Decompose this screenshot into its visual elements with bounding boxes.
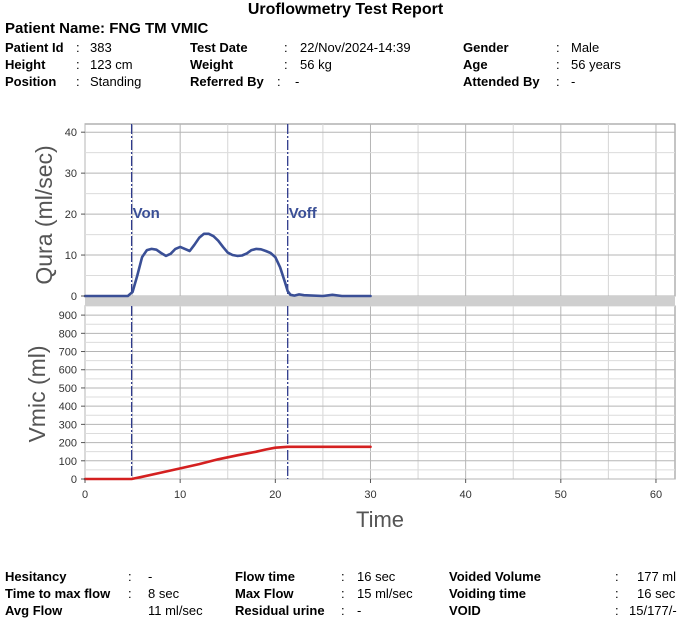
separator: :	[76, 74, 80, 89]
x-tick-label: 40	[460, 489, 472, 501]
label-layer: Qura (ml/sec) Vmic (ml) Time	[24, 145, 404, 532]
flow-time-label: Flow time	[235, 569, 295, 584]
voiding-time-label: Voiding time	[449, 586, 527, 601]
y-tick-label: 400	[59, 401, 77, 413]
residual-urine-value: -	[357, 603, 362, 618]
panel-frame	[84, 123, 676, 297]
y-tick-label: 30	[65, 168, 77, 180]
separator: :	[615, 603, 619, 618]
separator: :	[277, 74, 281, 89]
patient-name: Patient Name: FNG TM VMIC	[5, 20, 209, 37]
separator: :	[556, 57, 560, 72]
void-value: 15/177/-	[629, 603, 677, 618]
avg-flow-value: 11 ml/sec	[148, 603, 203, 618]
max-flow-label: Max Flow	[235, 586, 294, 601]
y-tick-label: 20	[65, 209, 77, 221]
height-value: 123 cm	[90, 57, 133, 72]
separator: :	[76, 40, 80, 55]
y-tick-label: 700	[59, 347, 77, 359]
voiding-time-value: 16 sec	[637, 586, 676, 601]
y-tick-label: 900	[59, 310, 77, 322]
panel-frame	[84, 305, 676, 480]
attended-by-label: Attended By	[463, 74, 540, 89]
max-flow-value: 15 ml/sec	[357, 586, 413, 601]
void-label: VOID	[449, 603, 481, 618]
referred-by-label: Referred By	[190, 74, 264, 89]
y-tick-label: 100	[59, 456, 77, 468]
patient-id-value: 383	[90, 40, 112, 55]
y-tick-label: 500	[59, 383, 77, 395]
y-tick-label: 600	[59, 365, 77, 377]
y-tick-label: 0	[71, 291, 77, 303]
separator: :	[615, 569, 619, 584]
x-tick-label: 20	[269, 489, 281, 501]
y-tick-label: 800	[59, 328, 77, 340]
grid-layer	[84, 123, 676, 480]
x-tick-label: 50	[555, 489, 567, 501]
separator: :	[556, 74, 560, 89]
flow-time-value: 16 sec	[357, 569, 396, 584]
separator: :	[284, 40, 288, 55]
report-title: Uroflowmetry Test Report	[247, 1, 444, 18]
event-marker-label: Von	[133, 205, 160, 222]
series-layer	[83, 232, 372, 481]
age-value: 56 years	[571, 57, 621, 72]
hesitancy-value: -	[148, 569, 153, 584]
marker-layer: Von Voff	[130, 124, 318, 479]
separator: :	[615, 586, 619, 601]
hesitancy-label: Hesitancy	[5, 569, 67, 584]
referred-by-value: -	[295, 74, 300, 89]
voided-volume-line	[83, 445, 372, 481]
uroflow-chart: Von Voff 01020304001002003004005006007008…	[24, 123, 676, 532]
separator: :	[556, 40, 560, 55]
avg-flow-label: Avg Flow	[5, 603, 63, 618]
time-to-max-flow-value: 8 sec	[148, 586, 180, 601]
x-tick-label: 30	[364, 489, 376, 501]
voided-volume-label: Voided Volume	[449, 569, 541, 584]
attended-by-value: -	[571, 74, 576, 89]
x-axis-label: Time	[356, 507, 404, 532]
event-marker-label: Voff	[289, 205, 318, 222]
voided-volume-value: 177 ml	[637, 569, 677, 584]
flow-y-axis-label: Qura (ml/sec)	[31, 145, 57, 284]
weight-value: 56 kg	[300, 57, 332, 72]
y-tick-label: 300	[59, 419, 77, 431]
time-to-max-flow-label: Time to max flow	[5, 586, 111, 601]
position-label: Position	[5, 74, 57, 89]
separator: :	[341, 586, 345, 601]
y-tick-label: 200	[59, 438, 77, 450]
x-tick-label: 60	[650, 489, 662, 501]
position-value: Standing	[90, 74, 142, 89]
gender-value: Male	[571, 40, 600, 55]
panel-separator	[85, 296, 675, 306]
test-date-value: 22/Nov/2024-14:39	[300, 40, 411, 55]
x-tick-label: 0	[82, 489, 88, 501]
patient-id-label: Patient Id	[5, 40, 64, 55]
x-tick-label: 10	[174, 489, 186, 501]
volume-y-axis-label: Vmic (ml)	[24, 345, 50, 442]
separator: :	[128, 586, 132, 601]
age-label: Age	[463, 57, 488, 72]
separator: :	[76, 57, 80, 72]
separator: :	[128, 569, 132, 584]
flow-rate-line	[83, 232, 372, 298]
test-date-label: Test Date	[190, 40, 248, 55]
weight-label: Weight	[190, 57, 234, 72]
gender-label: Gender	[463, 40, 509, 55]
y-tick-label: 40	[65, 127, 77, 139]
y-tick-label: 0	[71, 474, 77, 486]
separator: :	[284, 57, 288, 72]
separator: :	[341, 603, 345, 618]
residual-urine-label: Residual urine	[235, 603, 325, 618]
separator: :	[341, 569, 345, 584]
y-tick-label: 10	[65, 250, 77, 262]
height-label: Height	[5, 57, 46, 72]
